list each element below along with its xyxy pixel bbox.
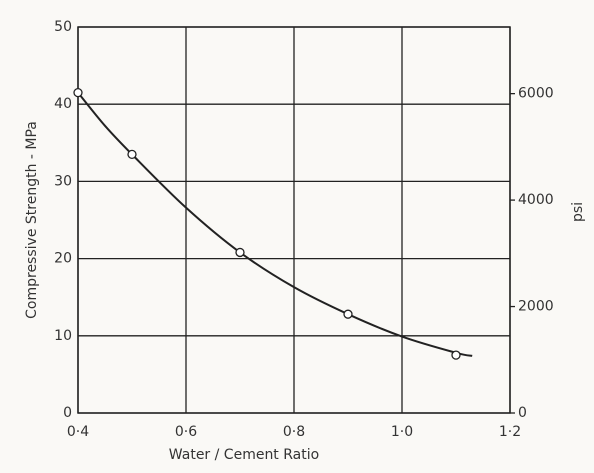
x-tick-label: 1·0 (391, 424, 413, 440)
y-axis-label: Compressive Strength - MPa (24, 121, 40, 319)
y-tick-label: 20 (54, 251, 72, 267)
y-tick-label: 50 (54, 19, 72, 35)
data-point (451, 350, 461, 360)
y-tick-label: 40 (54, 96, 72, 112)
curve (77, 91, 473, 357)
y2-tick-label: 2000 (518, 299, 554, 315)
y-tick-label: 0 (63, 405, 72, 421)
y2-axis-label: psi (570, 202, 586, 222)
y2-tick-label: 6000 (518, 86, 554, 102)
data-point (343, 309, 353, 319)
x-tick-label: 0·6 (175, 424, 197, 440)
y2-tick-label: 4000 (518, 192, 554, 208)
data-point (127, 149, 137, 160)
x-tick-label: 0·4 (67, 424, 89, 440)
x-tick-label: 0·8 (283, 424, 305, 440)
x-tick-label: 1·2 (499, 424, 521, 440)
y2-tick-label: 0 (518, 405, 527, 421)
y-tick-label: 10 (54, 328, 72, 344)
data-point (235, 247, 245, 258)
y-tick-label: 30 (54, 173, 72, 189)
data-point (73, 87, 83, 98)
x-axis-label: Water / Cement Ratio (169, 447, 319, 463)
